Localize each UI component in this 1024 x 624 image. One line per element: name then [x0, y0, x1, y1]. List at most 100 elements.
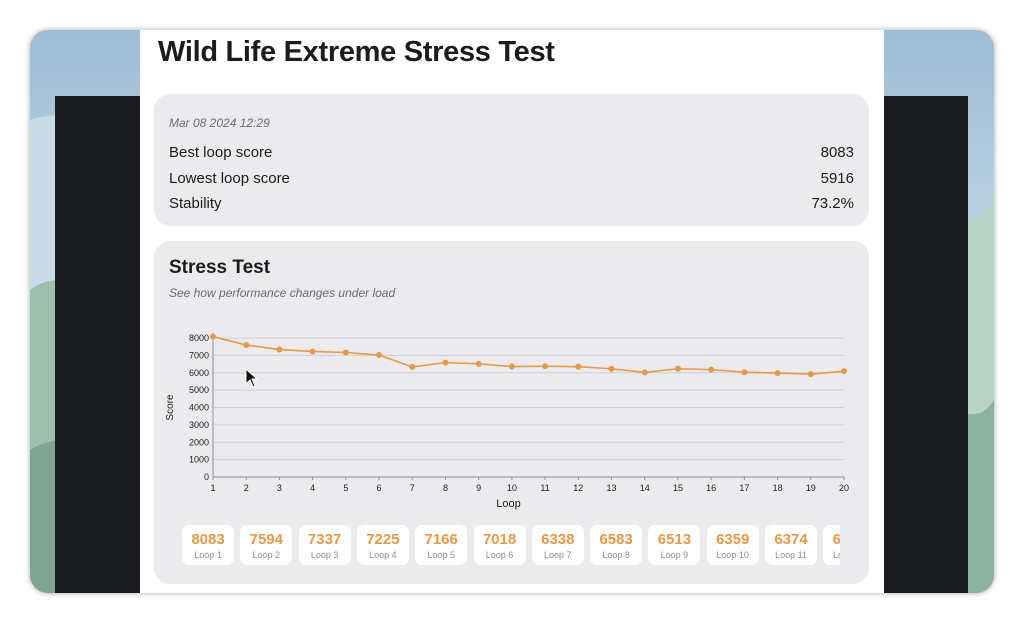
- page-title: Wild Life Extreme Stress Test: [158, 36, 555, 68]
- x-tick-label: 1: [210, 483, 215, 493]
- x-tick-label: 19: [806, 483, 816, 493]
- y-tick-label: 5000: [189, 385, 209, 395]
- data-point: [674, 365, 681, 372]
- data-point: [608, 365, 615, 372]
- screen-frame: Wild Life Extreme Stress Test Mar 08 202…: [30, 30, 994, 593]
- loop-score-value: 6338: [541, 531, 575, 548]
- summary-card: Mar 08 2024 12:29 Best loop score 8083 L…: [154, 94, 869, 226]
- loop-score-label: Loop 10: [716, 550, 749, 560]
- loop-score-card[interactable]: 7166 Loop 5: [415, 525, 468, 565]
- loop-score-card[interactable]: 6513 Loop 9: [648, 525, 701, 565]
- data-point: [276, 346, 283, 353]
- x-tick-label: 9: [476, 483, 481, 493]
- loop-score-value: 8083: [191, 531, 225, 548]
- loop-score-card[interactable]: 7594 Loop 2: [240, 525, 293, 565]
- loop-score-label: Loop 6: [485, 550, 514, 560]
- x-tick-label: 7: [410, 483, 415, 493]
- data-point: [807, 371, 814, 378]
- loop-score-label: Loop 7: [544, 550, 572, 560]
- loop-score-card[interactable]: 7225 Loop 4: [356, 525, 409, 565]
- x-tick-label: 3: [277, 483, 282, 493]
- x-tick-label: 20: [839, 483, 849, 493]
- summary-value: 73.2%: [811, 195, 854, 212]
- x-tick-label: 11: [540, 483, 549, 493]
- loop-score-value: 6374: [774, 531, 808, 548]
- loop-score-list[interactable]: 8083 Loop 1 7594 Loop 2 7337 Loop 3 7225 Loop 4…: [182, 525, 840, 567]
- data-point: [210, 333, 216, 340]
- loop-score-label: Loop 5: [427, 550, 455, 560]
- loop-score-label: Loop 12: [833, 550, 840, 560]
- mouse-pointer-icon: [245, 368, 259, 388]
- loop-score-label: Loop 1: [194, 550, 222, 560]
- loop-score-label: Loop 11: [775, 550, 807, 560]
- data-point: [409, 363, 416, 370]
- data-point: [774, 370, 781, 377]
- data-point: [508, 363, 515, 370]
- x-tick-label: 2: [244, 483, 249, 493]
- loop-score-value: 6513: [657, 531, 692, 548]
- loop-score-value: 7594: [249, 531, 283, 548]
- x-tick-label: 10: [507, 483, 517, 493]
- data-point: [575, 363, 582, 370]
- loop-score-card[interactable]: 7337 Loop 3: [298, 525, 351, 565]
- loop-score-value: 7018: [482, 531, 517, 548]
- data-point: [243, 342, 250, 349]
- loop-score-label: Loop 8: [602, 550, 630, 560]
- x-tick-label: 6: [377, 483, 382, 493]
- y-tick-label: 0: [204, 472, 209, 482]
- loop-score-value: 6350: [832, 531, 840, 548]
- x-tick-label: 16: [706, 483, 716, 493]
- stress-test-card: Stress Test See how performance changes …: [154, 241, 869, 584]
- summary-row-stability: Stability 73.2%: [169, 195, 854, 215]
- data-point: [342, 349, 349, 356]
- loop-score-card[interactable]: 6338 Loop 7: [531, 525, 584, 565]
- loop-score-card[interactable]: 6359 Loop 10: [706, 525, 759, 565]
- x-axis-label: Loop: [496, 498, 520, 510]
- y-tick-label: 2000: [189, 437, 209, 447]
- data-point: [741, 369, 748, 376]
- data-point: [841, 368, 847, 375]
- data-point: [475, 360, 482, 367]
- y-tick-label: 6000: [189, 368, 209, 378]
- loop-score-card[interactable]: 6374 Loop 11: [765, 525, 817, 565]
- summary-label: Stability: [169, 195, 222, 212]
- data-point: [442, 359, 449, 366]
- data-point: [376, 352, 383, 359]
- y-tick-label: 3000: [189, 420, 209, 430]
- x-tick-label: 15: [673, 483, 683, 493]
- stress-test-title: Stress Test: [169, 257, 271, 278]
- loop-score-value: 6583: [599, 531, 633, 548]
- loop-score-value: 6359: [716, 531, 750, 548]
- app-window: Wild Life Extreme Stress Test Mar 08 202…: [140, 30, 884, 593]
- summary-row-lowest: Lowest loop score 5916: [169, 170, 854, 190]
- data-point: [542, 363, 549, 370]
- loop-score-label: Loop 9: [660, 550, 689, 560]
- data-point: [708, 366, 715, 373]
- x-tick-label: 12: [573, 483, 583, 493]
- x-tick-label: 17: [739, 483, 749, 493]
- y-axis-label: Score: [165, 394, 176, 421]
- summary-label: Best loop score: [169, 144, 273, 161]
- summary-row-best: Best loop score 8083: [169, 144, 854, 164]
- x-tick-label: 5: [343, 483, 348, 493]
- loop-score-label: Loop 3: [310, 550, 339, 560]
- loop-score-card[interactable]: 6583 Loop 8: [590, 525, 643, 565]
- y-tick-label: 4000: [189, 403, 209, 413]
- x-tick-label: 8: [443, 483, 448, 493]
- y-tick-label: 8000: [189, 333, 209, 343]
- loop-score-card[interactable]: 7018 Loop 6: [473, 525, 526, 565]
- summary-value: 8083: [820, 144, 854, 161]
- summary-value: 5916: [820, 170, 854, 187]
- test-timestamp: Mar 08 2024 12:29: [169, 116, 270, 130]
- data-point: [309, 348, 316, 355]
- data-point: [641, 369, 648, 376]
- loop-score-value: 7166: [424, 531, 458, 548]
- loop-score-value: 7337: [307, 531, 342, 548]
- loop-score-card[interactable]: 6350 Loop 12: [823, 525, 840, 565]
- series-line: [212, 335, 845, 376]
- loop-score-label: Loop 4: [369, 550, 397, 560]
- x-tick-label: 4: [310, 483, 315, 493]
- loop-score-card[interactable]: 8083 Loop 1: [182, 525, 234, 565]
- x-tick-label: 18: [773, 483, 783, 493]
